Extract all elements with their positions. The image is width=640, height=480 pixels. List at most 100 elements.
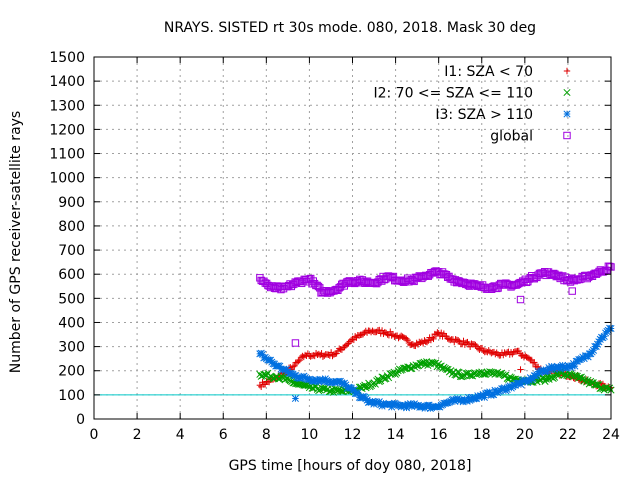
scatter-point-d2 bbox=[301, 381, 309, 389]
legend-marker-i2-70-sza-110 bbox=[563, 88, 571, 97]
legend-label-i3-sza-110: I3: SZA > 110 bbox=[435, 107, 533, 123]
scatter-point-box bbox=[599, 268, 607, 276]
series-layer bbox=[256, 262, 615, 413]
scatter-point-box bbox=[332, 285, 341, 294]
x-tick-label: 24 bbox=[602, 427, 620, 443]
outlier-point bbox=[291, 394, 299, 403]
scatter-point-box bbox=[372, 279, 381, 288]
x-tick-labels: 0 2 4 6 8 10 12 14 16 18 20 22 24 bbox=[90, 427, 620, 443]
scatter-point-d2 bbox=[276, 362, 284, 370]
scatter-point bbox=[384, 272, 392, 280]
scatter-point-d2 bbox=[565, 370, 573, 378]
scatter-point bbox=[287, 282, 296, 291]
scatter-point-d2 bbox=[595, 381, 603, 389]
scatter-point-box bbox=[307, 274, 315, 283]
scatter-point bbox=[296, 356, 303, 364]
x-axis-title: GPS time [hours of doy 080, 2018] bbox=[229, 458, 472, 474]
scatter-point bbox=[452, 336, 459, 343]
scatter-point-d2 bbox=[339, 380, 347, 388]
y-tick-label: 1200 bbox=[49, 122, 85, 138]
legend-marker-i3-sza-110 bbox=[563, 110, 571, 118]
series-global bbox=[256, 262, 615, 297]
scatter-point bbox=[315, 350, 323, 358]
scatter-point bbox=[313, 281, 321, 290]
scatter-point-d2 bbox=[441, 399, 449, 407]
scatter-point-box bbox=[301, 276, 310, 284]
scatter-point-box bbox=[442, 270, 451, 279]
scatter-point bbox=[295, 358, 302, 365]
y-tick-label: 600 bbox=[58, 267, 85, 283]
scatter-point bbox=[351, 333, 359, 340]
scatter-point-d2 bbox=[596, 384, 604, 393]
scatter-point bbox=[332, 285, 341, 294]
y-tick-label: 200 bbox=[58, 364, 85, 380]
y-tick-label: 1400 bbox=[49, 74, 85, 90]
y-tick-label: 100 bbox=[58, 388, 85, 404]
y-tick-label: 900 bbox=[58, 195, 85, 211]
x-tick-label: 22 bbox=[559, 427, 577, 443]
scatter-point-d2 bbox=[282, 365, 290, 373]
legend-marker-i2-70-sza-110-d2 bbox=[563, 88, 571, 97]
scatter-point-d2 bbox=[260, 354, 268, 362]
scatter-point-d2 bbox=[390, 368, 398, 376]
legend-label-i1-sza-70: I1: SZA < 70 bbox=[444, 64, 533, 80]
scatter-point-d2 bbox=[428, 358, 436, 366]
y-tick-label: 1300 bbox=[49, 98, 85, 114]
scatter-point-d2 bbox=[581, 376, 589, 384]
scatter-point-box bbox=[405, 278, 413, 286]
scatter-point bbox=[336, 387, 344, 395]
data-point-box bbox=[512, 281, 520, 289]
scatter-point bbox=[530, 275, 539, 283]
x-tick-label: 10 bbox=[301, 427, 319, 443]
scatter-point bbox=[301, 381, 309, 389]
scatter-point-d2 bbox=[571, 371, 579, 379]
scatter-point-d2 bbox=[444, 365, 452, 373]
scatter-point bbox=[377, 377, 385, 385]
scatter-point bbox=[553, 272, 562, 281]
scatter-point bbox=[599, 268, 607, 276]
scatter-point bbox=[478, 344, 486, 352]
data-point bbox=[301, 351, 309, 359]
scatter-point bbox=[389, 272, 398, 281]
x-tick-label: 8 bbox=[262, 427, 271, 443]
legend-marker-i3-sza-110-d2 bbox=[563, 110, 571, 118]
scatter-point bbox=[403, 335, 410, 342]
scatter-point-d2 bbox=[270, 360, 279, 368]
y-tick-label: 700 bbox=[58, 243, 85, 259]
scatter-point bbox=[309, 277, 317, 285]
x-tick-label: 4 bbox=[176, 427, 185, 443]
scatter-point-d2 bbox=[294, 380, 303, 388]
scatter-point-box bbox=[444, 273, 452, 281]
scatter-point bbox=[354, 388, 362, 396]
scatter-point bbox=[336, 345, 343, 352]
scatter-point-box bbox=[553, 272, 562, 281]
scatter-point bbox=[515, 279, 523, 288]
scatter-point-d2 bbox=[455, 368, 463, 376]
scatter-point bbox=[341, 343, 348, 351]
scatter-point-box bbox=[559, 272, 567, 280]
scatter-point-d2 bbox=[336, 387, 344, 395]
y-tick-label: 800 bbox=[58, 219, 85, 235]
scatter-point bbox=[478, 281, 487, 289]
scatter-point bbox=[405, 278, 413, 286]
scatter-point bbox=[466, 371, 474, 379]
scatter-point-d2 bbox=[361, 381, 369, 389]
data-point bbox=[256, 382, 264, 389]
legend-label-global: global bbox=[490, 129, 533, 145]
scatter-point bbox=[343, 340, 351, 348]
scatter-point-d2 bbox=[604, 385, 612, 393]
scatter-point bbox=[541, 377, 549, 385]
scatter-point-d2 bbox=[437, 362, 445, 370]
scatter-point bbox=[334, 386, 342, 394]
x-tick-label: 12 bbox=[344, 427, 362, 443]
scatter-point-d2 bbox=[544, 372, 552, 381]
scatter-point-d2 bbox=[466, 371, 474, 379]
scatter-point bbox=[330, 351, 338, 358]
scatter-point-box bbox=[260, 277, 268, 285]
scatter-point-box bbox=[515, 279, 523, 288]
scatter-point bbox=[515, 347, 523, 355]
scatter-point bbox=[531, 359, 538, 366]
scatter-point-d2 bbox=[494, 368, 502, 376]
scatter-point-d2 bbox=[375, 398, 383, 406]
scatter-point bbox=[488, 349, 495, 357]
